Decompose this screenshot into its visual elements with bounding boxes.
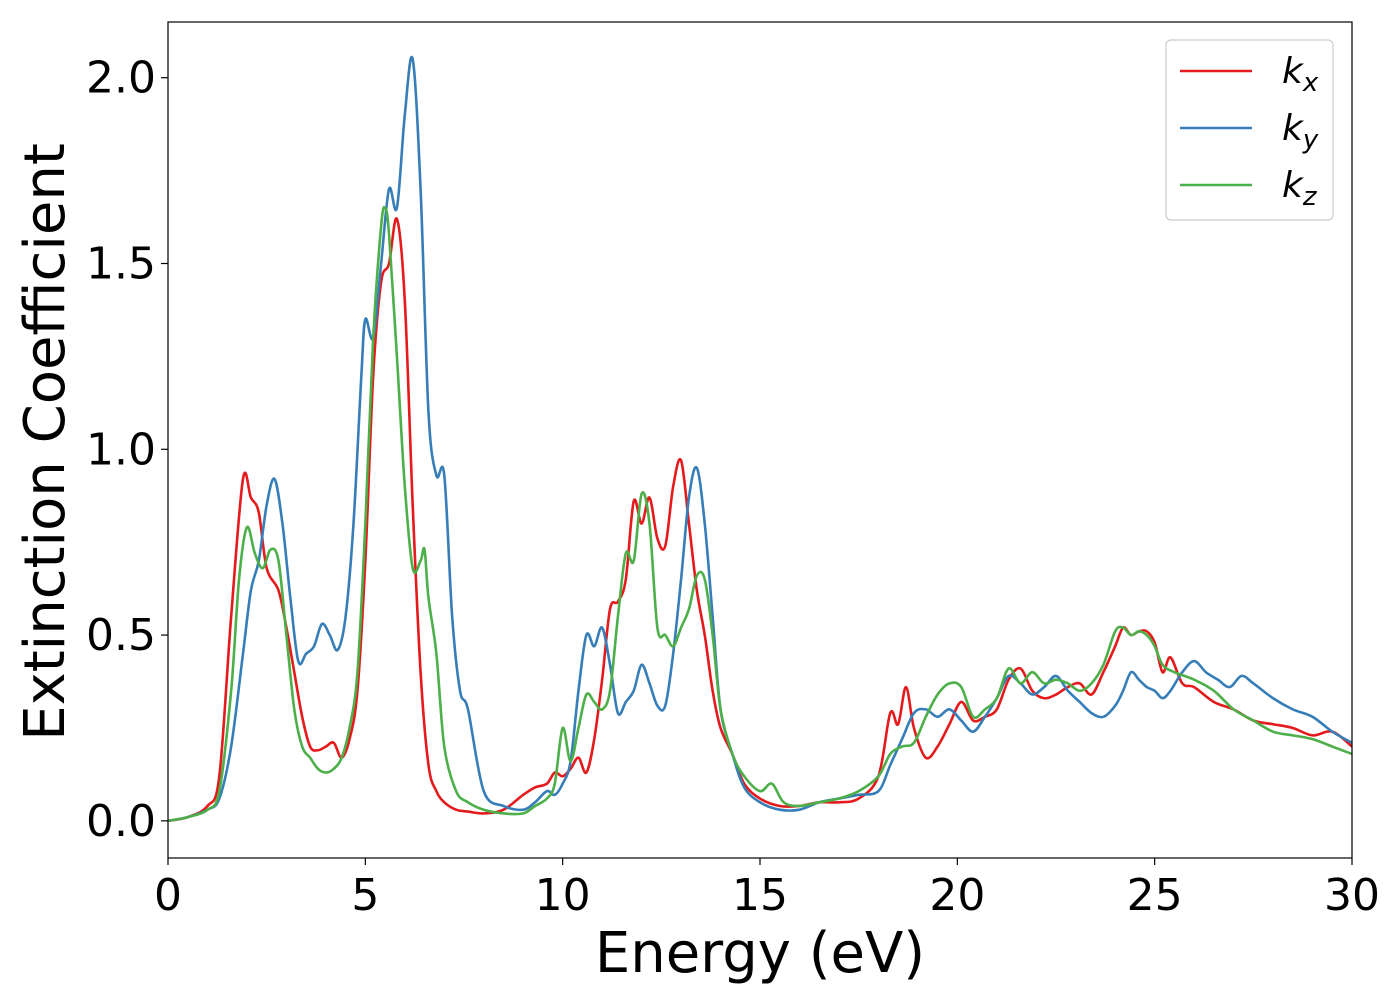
x-tick-label: 0 bbox=[154, 870, 182, 921]
y-tick-label: 1.5 bbox=[86, 239, 156, 290]
series-line-ky bbox=[168, 55, 1352, 823]
y-tick-label: 0.0 bbox=[86, 796, 156, 847]
y-axis-label: Extinction Coefficient bbox=[13, 143, 78, 741]
y-tick-label: 1.0 bbox=[86, 424, 156, 475]
x-tick-label: 25 bbox=[1127, 870, 1183, 921]
x-tick-label: 30 bbox=[1324, 870, 1380, 921]
series-line-kx bbox=[168, 217, 1352, 823]
x-tick-label: 15 bbox=[732, 870, 788, 921]
legend-label-kz: kz bbox=[1282, 165, 1318, 212]
x-tick-label: 10 bbox=[535, 870, 591, 921]
legend: kx ky kz bbox=[1165, 39, 1334, 221]
ticks-layer: 0 5 10 15 20 25 30 0.0 0.5 1.0 1.5 2.0 bbox=[86, 53, 1380, 921]
x-axis-label: Energy (eV) bbox=[595, 921, 925, 986]
legend-label-ky: ky bbox=[1282, 108, 1319, 155]
series-layer bbox=[168, 55, 1352, 823]
y-tick-label: 2.0 bbox=[86, 53, 156, 104]
x-tick-label: 20 bbox=[929, 870, 985, 921]
x-tick-label: 5 bbox=[351, 870, 379, 921]
legend-box bbox=[1165, 39, 1334, 221]
legend-label-kx: kx bbox=[1282, 51, 1319, 98]
series-line-kz bbox=[168, 205, 1352, 823]
y-tick-label: 0.5 bbox=[86, 610, 156, 661]
